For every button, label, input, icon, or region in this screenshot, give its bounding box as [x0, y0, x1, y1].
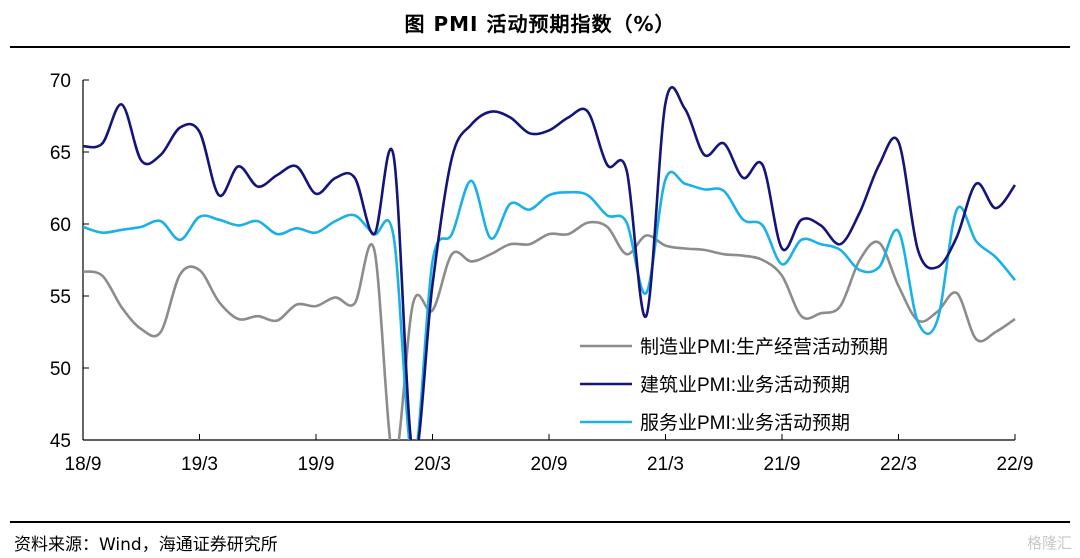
x-tick-label: 20/9	[531, 454, 568, 475]
series-line-services	[83, 170, 1017, 440]
legend-label-services: 服务业PMI:业务活动预期	[640, 412, 850, 434]
legend-label-manufacturing: 制造业PMI:生产经营活动预期	[640, 336, 888, 358]
bottom-rule	[10, 521, 1070, 523]
y-tick-label: 50	[50, 359, 71, 380]
x-tick-label: 21/3	[647, 454, 684, 475]
series-line-construction	[83, 85, 1017, 440]
x-tick-label: 19/3	[181, 454, 218, 475]
chart-title: 图 PMI 活动预期指数（%）	[404, 11, 676, 36]
top-rule	[10, 46, 1070, 48]
series-line-manufacturing	[83, 220, 1016, 440]
line-chart: 45 50 55 60 65 70 18/9 19/3 19/9 20/3 20/9 21/3 21/9…	[50, 71, 1034, 475]
x-tick-label: 19/9	[298, 454, 335, 475]
y-tick-label: 45	[50, 431, 71, 452]
y-tick-label: 60	[50, 215, 71, 236]
legend-label-construction: 建筑业PMI:业务活动预期	[640, 374, 850, 396]
x-tick-label: 22/9	[997, 454, 1034, 475]
x-tick-label: 22/3	[880, 454, 917, 475]
y-tick-label: 55	[50, 287, 71, 308]
y-tick-label: 70	[50, 71, 71, 92]
chart-title-bar: 图 PMI 活动预期指数（%）	[0, 0, 1080, 44]
x-tick-label: 21/9	[764, 454, 801, 475]
y-tick-label: 65	[50, 143, 71, 164]
watermark-logo: 格隆汇	[1026, 534, 1072, 552]
x-tick-label: 20/3	[414, 454, 451, 475]
x-tick-label: 18/9	[65, 454, 102, 475]
source-note: 资料来源：Wind，海通证券研究所	[14, 535, 278, 555]
